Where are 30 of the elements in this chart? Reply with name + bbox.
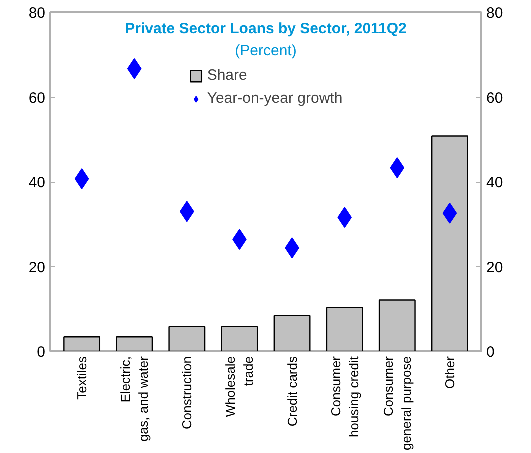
y2-tick-label: 40 <box>486 174 504 192</box>
bar <box>168 326 206 352</box>
y-tick-label: 80 <box>28 5 46 22</box>
x-tick-label: Consumer general purpose <box>380 356 414 450</box>
y-tick-label: 20 <box>28 259 46 276</box>
x-tick-label: Textiles <box>74 356 90 400</box>
bar <box>221 326 258 352</box>
x-tick-label: Wholesale trade <box>223 356 256 418</box>
bar <box>116 336 154 352</box>
x-tick-label: Construction <box>180 356 195 430</box>
y-tick-label: 0 <box>37 344 46 361</box>
y-tick-label: 40 <box>28 174 46 192</box>
legend-label: Share <box>207 67 248 84</box>
text: (Percent) <box>235 42 297 60</box>
x-tick-label: Electric, gas, and water <box>118 356 152 442</box>
bar <box>431 136 468 352</box>
bar <box>64 336 101 352</box>
text: Private Sector Loans by Sector, 2011Q2 <box>125 20 407 38</box>
x-tick-label: Consumer housing credit <box>328 356 362 438</box>
bar <box>326 307 364 352</box>
bar <box>378 300 416 352</box>
y2-tick-label: 0 <box>486 344 495 361</box>
y2-tick-label: 20 <box>486 259 504 276</box>
legend-label: Year-on-year growth <box>207 90 343 107</box>
bar <box>274 315 311 352</box>
x-tick-label: Other <box>442 356 458 390</box>
y2-tick-label: 60 <box>486 90 504 107</box>
y-tick-label: 60 <box>28 90 46 107</box>
y2-tick-label: 80 <box>486 5 504 22</box>
x-tick-label: Credit cards <box>284 356 300 427</box>
